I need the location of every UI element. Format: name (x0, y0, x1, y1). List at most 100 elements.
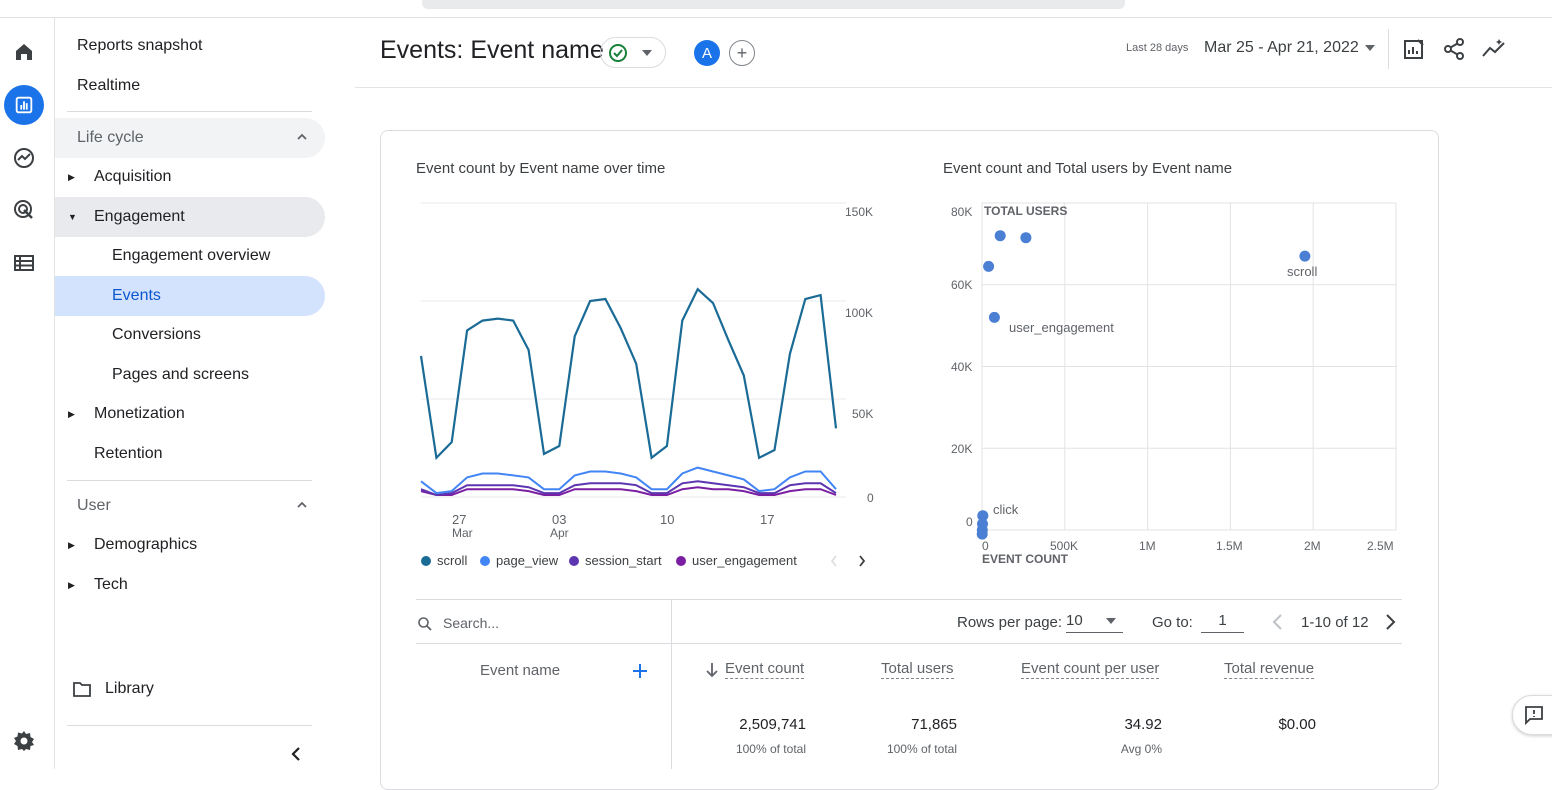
nav-conversions[interactable]: Conversions (55, 315, 325, 355)
top-search-bar[interactable] (422, 0, 1125, 9)
nav-section-user[interactable]: User (55, 486, 325, 526)
configure-icon[interactable] (8, 247, 40, 279)
header-divider (1388, 29, 1389, 69)
nav-label: Pages and screens (112, 366, 249, 383)
dropdown-arrow-icon[interactable] (1364, 44, 1376, 52)
series-line-user-engagement (420, 486, 837, 496)
scatter-point (977, 510, 989, 522)
table-search-input[interactable]: Search... (443, 615, 500, 631)
sort-desc-icon[interactable] (705, 662, 719, 678)
date-range-label: Last 28 days (1126, 42, 1189, 54)
nav-demographics[interactable]: ▶ Demographics (55, 525, 325, 565)
nav-divider (67, 480, 312, 481)
prev-page-icon[interactable] (1271, 613, 1285, 631)
scatter-y-axis-label: TOTAL USERS (984, 204, 1068, 218)
search-icon (418, 617, 432, 631)
chevron-up-icon (297, 501, 307, 508)
legend-item-user-engagement[interactable]: user_engagement (676, 553, 797, 568)
add-dimension-icon[interactable] (632, 663, 648, 679)
legend-next-icon[interactable] (857, 554, 867, 568)
scatter-point-label: click (993, 502, 1019, 517)
date-range-picker[interactable]: Mar 25 - Apr 21, 2022 (1204, 39, 1359, 56)
nav-reports-snapshot[interactable]: Reports snapshot (55, 26, 325, 66)
table-column-divider (671, 600, 672, 769)
collapse-nav-icon[interactable] (288, 745, 304, 763)
legend-item-page-view[interactable]: page_view (480, 553, 558, 568)
nav-library[interactable]: Library (55, 669, 325, 709)
nav-engagement[interactable]: ▼ Engagement (55, 197, 325, 237)
line-chart-title: Event count by Event name over time (416, 160, 666, 177)
scatter-chart[interactable] (940, 195, 1410, 575)
column-header-event-name[interactable]: Event name (480, 662, 561, 679)
nav-events[interactable]: Events (55, 276, 325, 316)
next-page-icon[interactable] (1383, 613, 1397, 631)
legend-label: scroll (437, 553, 468, 568)
scatter-x-tick: 500K (1050, 539, 1079, 553)
scatter-point (1299, 250, 1311, 262)
feedback-button[interactable] (1512, 695, 1552, 735)
y-tick-label: 0 (867, 491, 874, 505)
nav-label: Engagement (94, 208, 185, 225)
share-icon[interactable] (1441, 36, 1467, 62)
reports-icon[interactable] (4, 85, 44, 125)
column-header-event-count-per-user[interactable]: Event count per user (1021, 660, 1160, 679)
page-info: 1-10 of 12 (1301, 614, 1369, 631)
rows-per-page-select[interactable]: 10 (1066, 612, 1123, 633)
customize-report-icon[interactable] (1401, 36, 1427, 62)
legend-item-session-start[interactable]: session_start (569, 553, 662, 568)
scatter-y-tick: 60K (951, 278, 973, 292)
insights-icon[interactable] (1481, 36, 1507, 62)
dropdown-arrow-icon (642, 50, 652, 56)
nav-realtime[interactable]: Realtime (55, 66, 325, 106)
explore-icon[interactable] (8, 142, 40, 174)
left-rail (0, 18, 55, 769)
legend-prev-icon[interactable] (829, 554, 839, 568)
rows-per-page-value: 10 (1066, 612, 1083, 629)
nav-label: Events (112, 287, 161, 304)
folder-icon (73, 682, 91, 697)
caret-down-icon: ▼ (68, 212, 77, 222)
scatter-y-tick: 40K (951, 360, 973, 374)
add-comparison-button[interactable]: + (729, 40, 755, 66)
nav-label: Reports snapshot (77, 37, 203, 54)
x-tick-label: 03 (552, 512, 567, 527)
legend-label: user_engagement (692, 553, 797, 568)
legend-item-scroll[interactable]: scroll (421, 553, 467, 568)
page-title: Events: Event name (380, 36, 604, 64)
report-navigation: Reports snapshot Realtime Life cycle ▶ Ac… (55, 18, 335, 769)
total-per-user: 34.92 (1124, 716, 1162, 733)
caret-right-icon: ▶ (68, 171, 75, 182)
nav-label: Tech (94, 576, 128, 593)
line-chart[interactable] (416, 195, 886, 555)
legend-dot (569, 555, 579, 566)
nav-tech[interactable]: ▶ Tech (55, 565, 325, 605)
column-header-total-users[interactable]: Total users (881, 660, 954, 679)
nav-pages-and-screens[interactable]: Pages and screens (55, 355, 325, 395)
feedback-icon (1525, 706, 1543, 726)
legend-dot (480, 555, 490, 566)
nav-retention[interactable]: Retention (55, 434, 325, 474)
advertising-icon[interactable] (8, 194, 40, 226)
nav-acquisition[interactable]: ▶ Acquisition (55, 157, 325, 197)
go-to-page-input[interactable]: 1 (1201, 612, 1244, 633)
column-header-event-count[interactable]: Event count (725, 660, 805, 679)
report-status-dropdown[interactable] (600, 37, 666, 68)
column-header-total-revenue[interactable]: Total revenue (1224, 660, 1315, 679)
nav-engagement-overview[interactable]: Engagement overview (55, 236, 325, 276)
scatter-y-tick: 20K (951, 442, 973, 456)
table-header-border (416, 643, 1402, 644)
check-circle-icon (609, 44, 627, 62)
nav-monetization[interactable]: ▶ Monetization (55, 394, 325, 434)
comparison-avatar[interactable]: A (694, 40, 720, 66)
go-to-label: Go to: (1152, 614, 1193, 631)
series-line-page-view (420, 466, 837, 495)
rows-per-page-label: Rows per page: (957, 614, 1063, 631)
home-icon[interactable] (8, 36, 40, 68)
total-per-user-avg: Avg 0% (1120, 742, 1162, 756)
total-revenue-value: $0.00 (1278, 716, 1316, 733)
nav-section-lifecycle[interactable]: Life cycle (55, 118, 325, 158)
header-bottom-border (355, 87, 1552, 88)
settings-icon[interactable] (8, 725, 40, 757)
legend-label: session_start (585, 553, 662, 568)
caret-right-icon: ▶ (68, 579, 75, 590)
